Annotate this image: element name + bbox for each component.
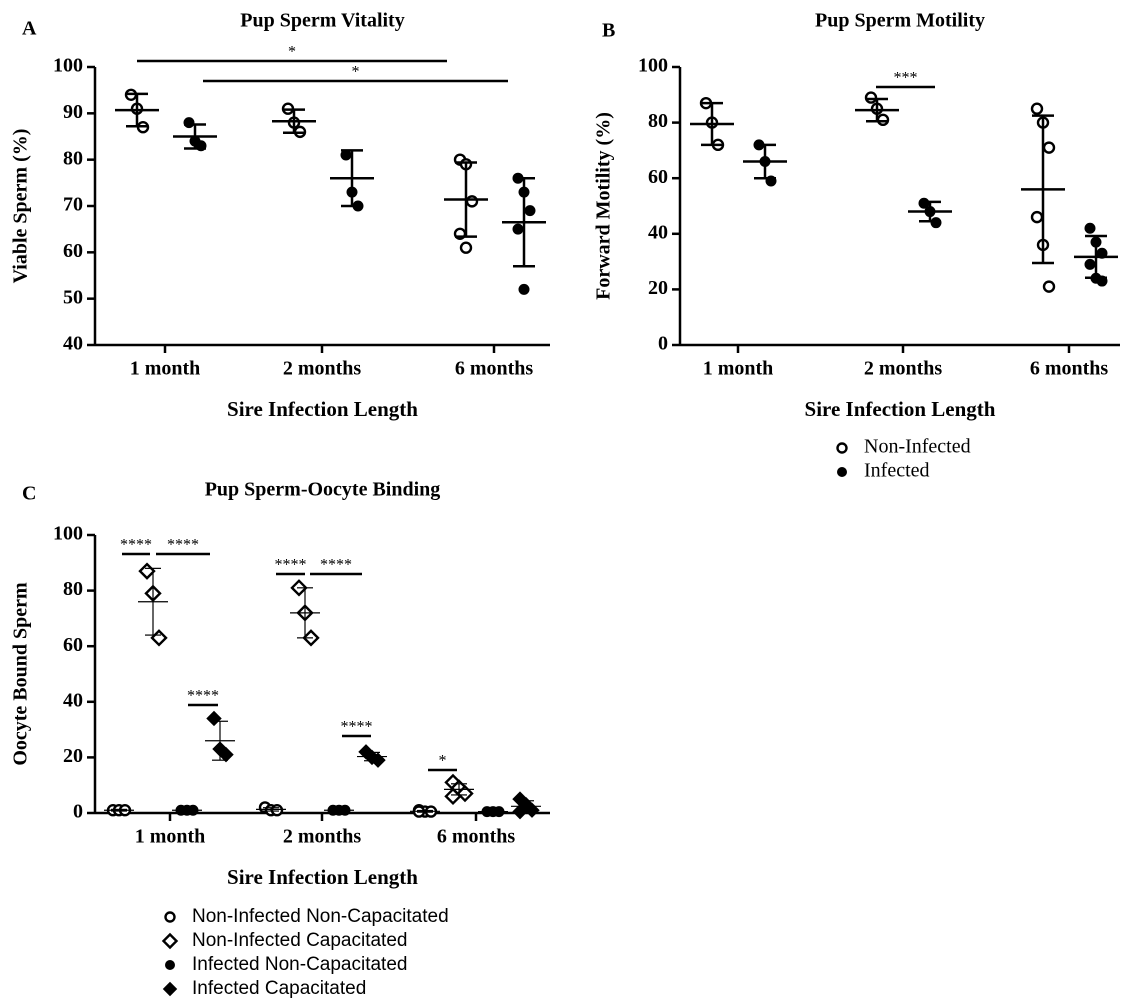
significance-label: * [352,64,360,81]
data-point [1084,222,1096,234]
y-tick-label: 50 [63,286,83,308]
y-axis-label: Forward Motility (%) [593,112,615,300]
x-axis-label: Sire Infection Length [227,397,418,421]
y-tick-label: 40 [63,689,83,711]
y-tick-label: 20 [63,745,83,767]
y-tick-label: 40 [648,221,668,243]
y-tick-label: 80 [63,578,83,600]
data-point [206,710,222,727]
y-tick-label: 80 [648,110,668,132]
significance-label: **** [167,537,199,554]
data-point [444,787,462,806]
y-axis-label: Viable Sperm (%) [10,129,32,284]
y-tick-label: 60 [63,240,83,262]
legend-label: Infected [864,460,930,482]
legend-label: Non-Infected Non-Capacitated [192,906,449,927]
data-point [930,217,942,229]
y-tick-label: 40 [63,333,83,355]
legend-marker [837,467,847,477]
data-point [218,746,234,763]
legend-label: Infected Capacitated [192,978,366,999]
y-tick-label: 100 [53,55,83,77]
x-axis-label: Sire Infection Length [805,397,996,421]
x-tick-label: 1 month [130,358,201,380]
significance-label: * [439,753,447,770]
y-tick-label: 20 [648,277,668,299]
x-tick-label: 1 month [135,826,206,848]
data-point [459,241,473,254]
data-point [518,283,530,295]
y-axis-label: Oocyte Bound Sperm [10,582,32,766]
data-point [465,195,479,208]
significance-label: * [288,44,296,61]
x-axis-label: Sire Infection Length [227,865,418,889]
significance-label: **** [320,557,352,574]
x-tick-label: 6 months [1030,358,1109,380]
significance-label: **** [120,537,152,554]
legend-marker [164,911,176,923]
y-tick-label: 100 [53,523,83,545]
panel-label: B [602,20,615,42]
data-point [1084,258,1096,270]
significance-label: **** [187,688,219,705]
x-tick-label: 2 months [283,358,362,380]
legend-label: Infected Non-Capacitated [192,954,407,975]
data-point [876,113,890,127]
x-tick-label: 2 months [283,826,362,848]
data-point [270,804,284,817]
significance-label: **** [341,719,373,736]
x-tick-label: 6 months [455,358,534,380]
x-tick-label: 1 month [703,358,774,380]
data-point [183,117,195,129]
legend-label: Non-Infected [864,436,971,458]
data-point [524,205,536,217]
data-point [512,223,524,235]
data-point [1042,141,1056,154]
data-point [1042,280,1056,293]
data-point [138,562,156,580]
legend-marker [161,932,179,950]
significance-label: *** [894,70,918,87]
legend-marker [836,442,848,454]
y-tick-label: 60 [63,634,83,656]
panel-label: A [22,18,37,40]
significance-label: **** [275,557,307,574]
legend-label: Non-Infected Capacitated [192,930,407,951]
x-tick-label: 2 months [864,358,943,380]
data-point [150,629,168,647]
legend-marker [162,981,178,997]
y-tick-label: 0 [73,801,83,823]
chart-title: Pup Sperm-Oocyte Binding [205,479,441,501]
data-point [456,784,474,803]
y-tick-label: 0 [658,333,668,355]
data-point [1030,210,1044,224]
y-tick-label: 60 [648,166,668,188]
data-point [864,91,878,104]
legend-marker [165,960,175,970]
y-tick-label: 70 [63,194,83,216]
y-tick-label: 90 [63,101,83,123]
y-tick-label: 80 [63,147,83,169]
chart-title: Pup Sperm Motility [815,10,985,32]
panel-label: C [22,483,36,505]
data-point [1030,102,1044,115]
chart-title: Pup Sperm Vitality [240,10,404,32]
x-tick-label: 6 months [437,826,516,848]
y-tick-label: 100 [638,55,668,77]
